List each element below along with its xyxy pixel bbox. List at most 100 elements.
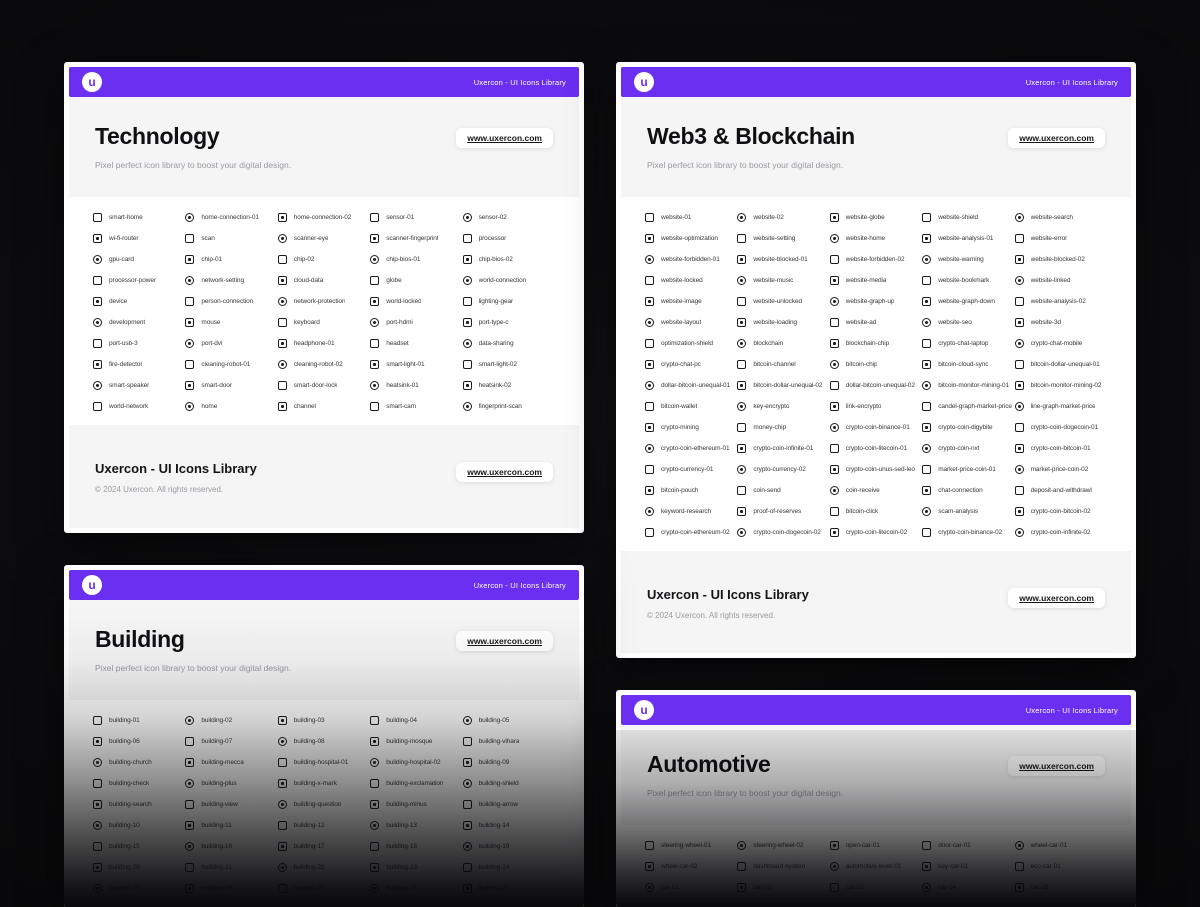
- icon-item: sensor-02: [462, 207, 555, 228]
- icon-item: eco-car-01: [1014, 856, 1107, 877]
- crypto-coin-binance-02-icon: [922, 528, 932, 537]
- icon-label: website-music: [753, 277, 794, 284]
- icon-label: scanner-eye: [293, 235, 329, 242]
- building-07-icon: [185, 737, 195, 746]
- icon-label: website-locked: [661, 277, 703, 284]
- blockchain-chip-icon: [829, 339, 839, 348]
- port-usb-3-icon: [93, 339, 102, 348]
- website-url-badge[interactable]: www.uxercon.com: [1008, 756, 1105, 776]
- footer-url-badge[interactable]: www.uxercon.com: [456, 462, 553, 482]
- icon-item: crypto-chat-pc: [645, 354, 737, 375]
- icon-label: crypto-coin-infinite-01: [753, 445, 814, 452]
- icon-label: crypto-coin-litecoin-01: [845, 445, 908, 452]
- website-analysis-02-icon: [1014, 297, 1024, 306]
- website-search-icon: [1014, 213, 1024, 222]
- bitcoin-monitor-mining-01-icon: [922, 381, 932, 390]
- crypto-coin-nxt-icon: [922, 444, 932, 453]
- icon-item: chip-bios-02: [462, 249, 555, 270]
- icon-item: blockchain: [737, 333, 829, 354]
- icon-item: crypto-coin-infinite-02: [1014, 522, 1107, 543]
- website-locked-icon: [645, 276, 654, 285]
- icon-label: building-arrow: [478, 801, 519, 808]
- home-icon: [185, 402, 195, 411]
- icon-label: building-19: [478, 843, 510, 850]
- icon-label: bitcoin-monitor-mining-02: [1030, 382, 1102, 389]
- headset-icon: [370, 339, 380, 348]
- icon-item: website-layout: [645, 312, 737, 333]
- website-url-badge[interactable]: www.uxercon.com: [456, 128, 553, 148]
- icon-label: home-connection-01: [201, 214, 259, 221]
- home-connection-01-icon: [185, 213, 195, 222]
- icon-item: bitcoin-channel: [737, 354, 829, 375]
- icon-item: website-optimization: [645, 228, 737, 249]
- icon-item: website-analysis-01: [922, 228, 1014, 249]
- website-media-icon: [829, 276, 839, 285]
- icon-label: website-layout: [661, 319, 702, 326]
- icon-item: building-check: [93, 773, 185, 794]
- icon-label: crypto-mining: [661, 424, 699, 431]
- icon-label: building-exclamation: [386, 780, 444, 787]
- icon-item: building-27: [277, 878, 370, 899]
- icon-item: website-warning: [922, 249, 1014, 270]
- icon-item: port-type-c: [462, 312, 555, 333]
- icon-item: bitcoin-pouch: [645, 480, 737, 501]
- icon-label: device: [109, 298, 128, 305]
- footer-url-badge[interactable]: www.uxercon.com: [1008, 588, 1105, 608]
- icon-item: wheel-car-01: [1014, 835, 1107, 856]
- icon-label: website-analysis-01: [938, 235, 994, 242]
- card-body: Technology Pixel perfect icon library to…: [69, 97, 579, 528]
- icon-item: steering-wheel-01: [645, 835, 737, 856]
- market-price-coin-02-icon: [1014, 465, 1024, 474]
- eco-car-01-icon: [1014, 862, 1024, 871]
- icon-item: chip-02: [277, 249, 370, 270]
- icon-label: chip-bios-02: [478, 256, 513, 263]
- header-brand-label: Uxercon - UI Icons Library: [1025, 77, 1118, 87]
- icon-label: website-optimization: [661, 235, 718, 242]
- icon-item: website-search: [1014, 207, 1107, 228]
- icon-item: website-media: [829, 270, 922, 291]
- title-band: Technology Pixel perfect icon library to…: [69, 97, 579, 197]
- icon-item: car-04: [922, 877, 1014, 898]
- device-icon: [93, 297, 102, 306]
- building-mecca-icon: [185, 758, 195, 767]
- icon-grid: building-01 building-02 building-03 buildin…: [93, 710, 555, 899]
- building-11-icon: [185, 821, 195, 830]
- icon-label: building-mecca: [201, 759, 244, 766]
- cloud-data-icon: [277, 276, 287, 285]
- crypto-chat-mobile-icon: [1014, 339, 1024, 348]
- icon-item: building-view: [185, 794, 277, 815]
- icon-item: building-hospital-01: [277, 752, 370, 773]
- icon-item: building-21: [185, 857, 277, 878]
- website-optimization-icon: [645, 234, 654, 243]
- icon-label: steering-wheel-01: [661, 842, 711, 849]
- icon-label: crypto-coin-litecoin-02: [845, 529, 908, 536]
- icon-label: building-04: [386, 717, 417, 724]
- keyword-research-icon: [645, 507, 654, 516]
- car-05-icon: [1014, 883, 1024, 892]
- icon-label: gpu-card: [109, 256, 134, 263]
- building-question-icon: [277, 800, 287, 809]
- open-car-01-icon: [829, 841, 839, 850]
- website-url-badge[interactable]: www.uxercon.com: [456, 631, 553, 651]
- icon-item: building-question: [277, 794, 370, 815]
- icon-item: open-car-01: [829, 835, 922, 856]
- card-building: u Uxercon - UI Icons Library Building Pi…: [64, 565, 584, 907]
- website-url-badge[interactable]: www.uxercon.com: [1008, 128, 1105, 148]
- icon-item: proof-of-reserves: [737, 501, 829, 522]
- icon-item: scam-analysis: [922, 501, 1014, 522]
- icon-item: building-minus: [370, 794, 462, 815]
- car-01-icon: [645, 883, 654, 892]
- icon-label: building-vihara: [478, 738, 520, 745]
- icon-label: heatsink-01: [386, 382, 419, 389]
- headphone-01-icon: [277, 339, 287, 348]
- building-15-icon: [93, 842, 102, 851]
- wheel-car-02-icon: [645, 862, 654, 871]
- icon-item: website-shield: [922, 207, 1014, 228]
- line-graph-market-price-icon: [1014, 402, 1024, 411]
- icon-item: building-26: [185, 878, 277, 899]
- icon-item: car-02: [737, 877, 829, 898]
- card-header: u Uxercon - UI Icons Library: [69, 67, 579, 97]
- building-09-icon: [462, 758, 472, 767]
- icon-item: smart-home: [93, 207, 185, 228]
- icon-label: website-setting: [753, 235, 796, 242]
